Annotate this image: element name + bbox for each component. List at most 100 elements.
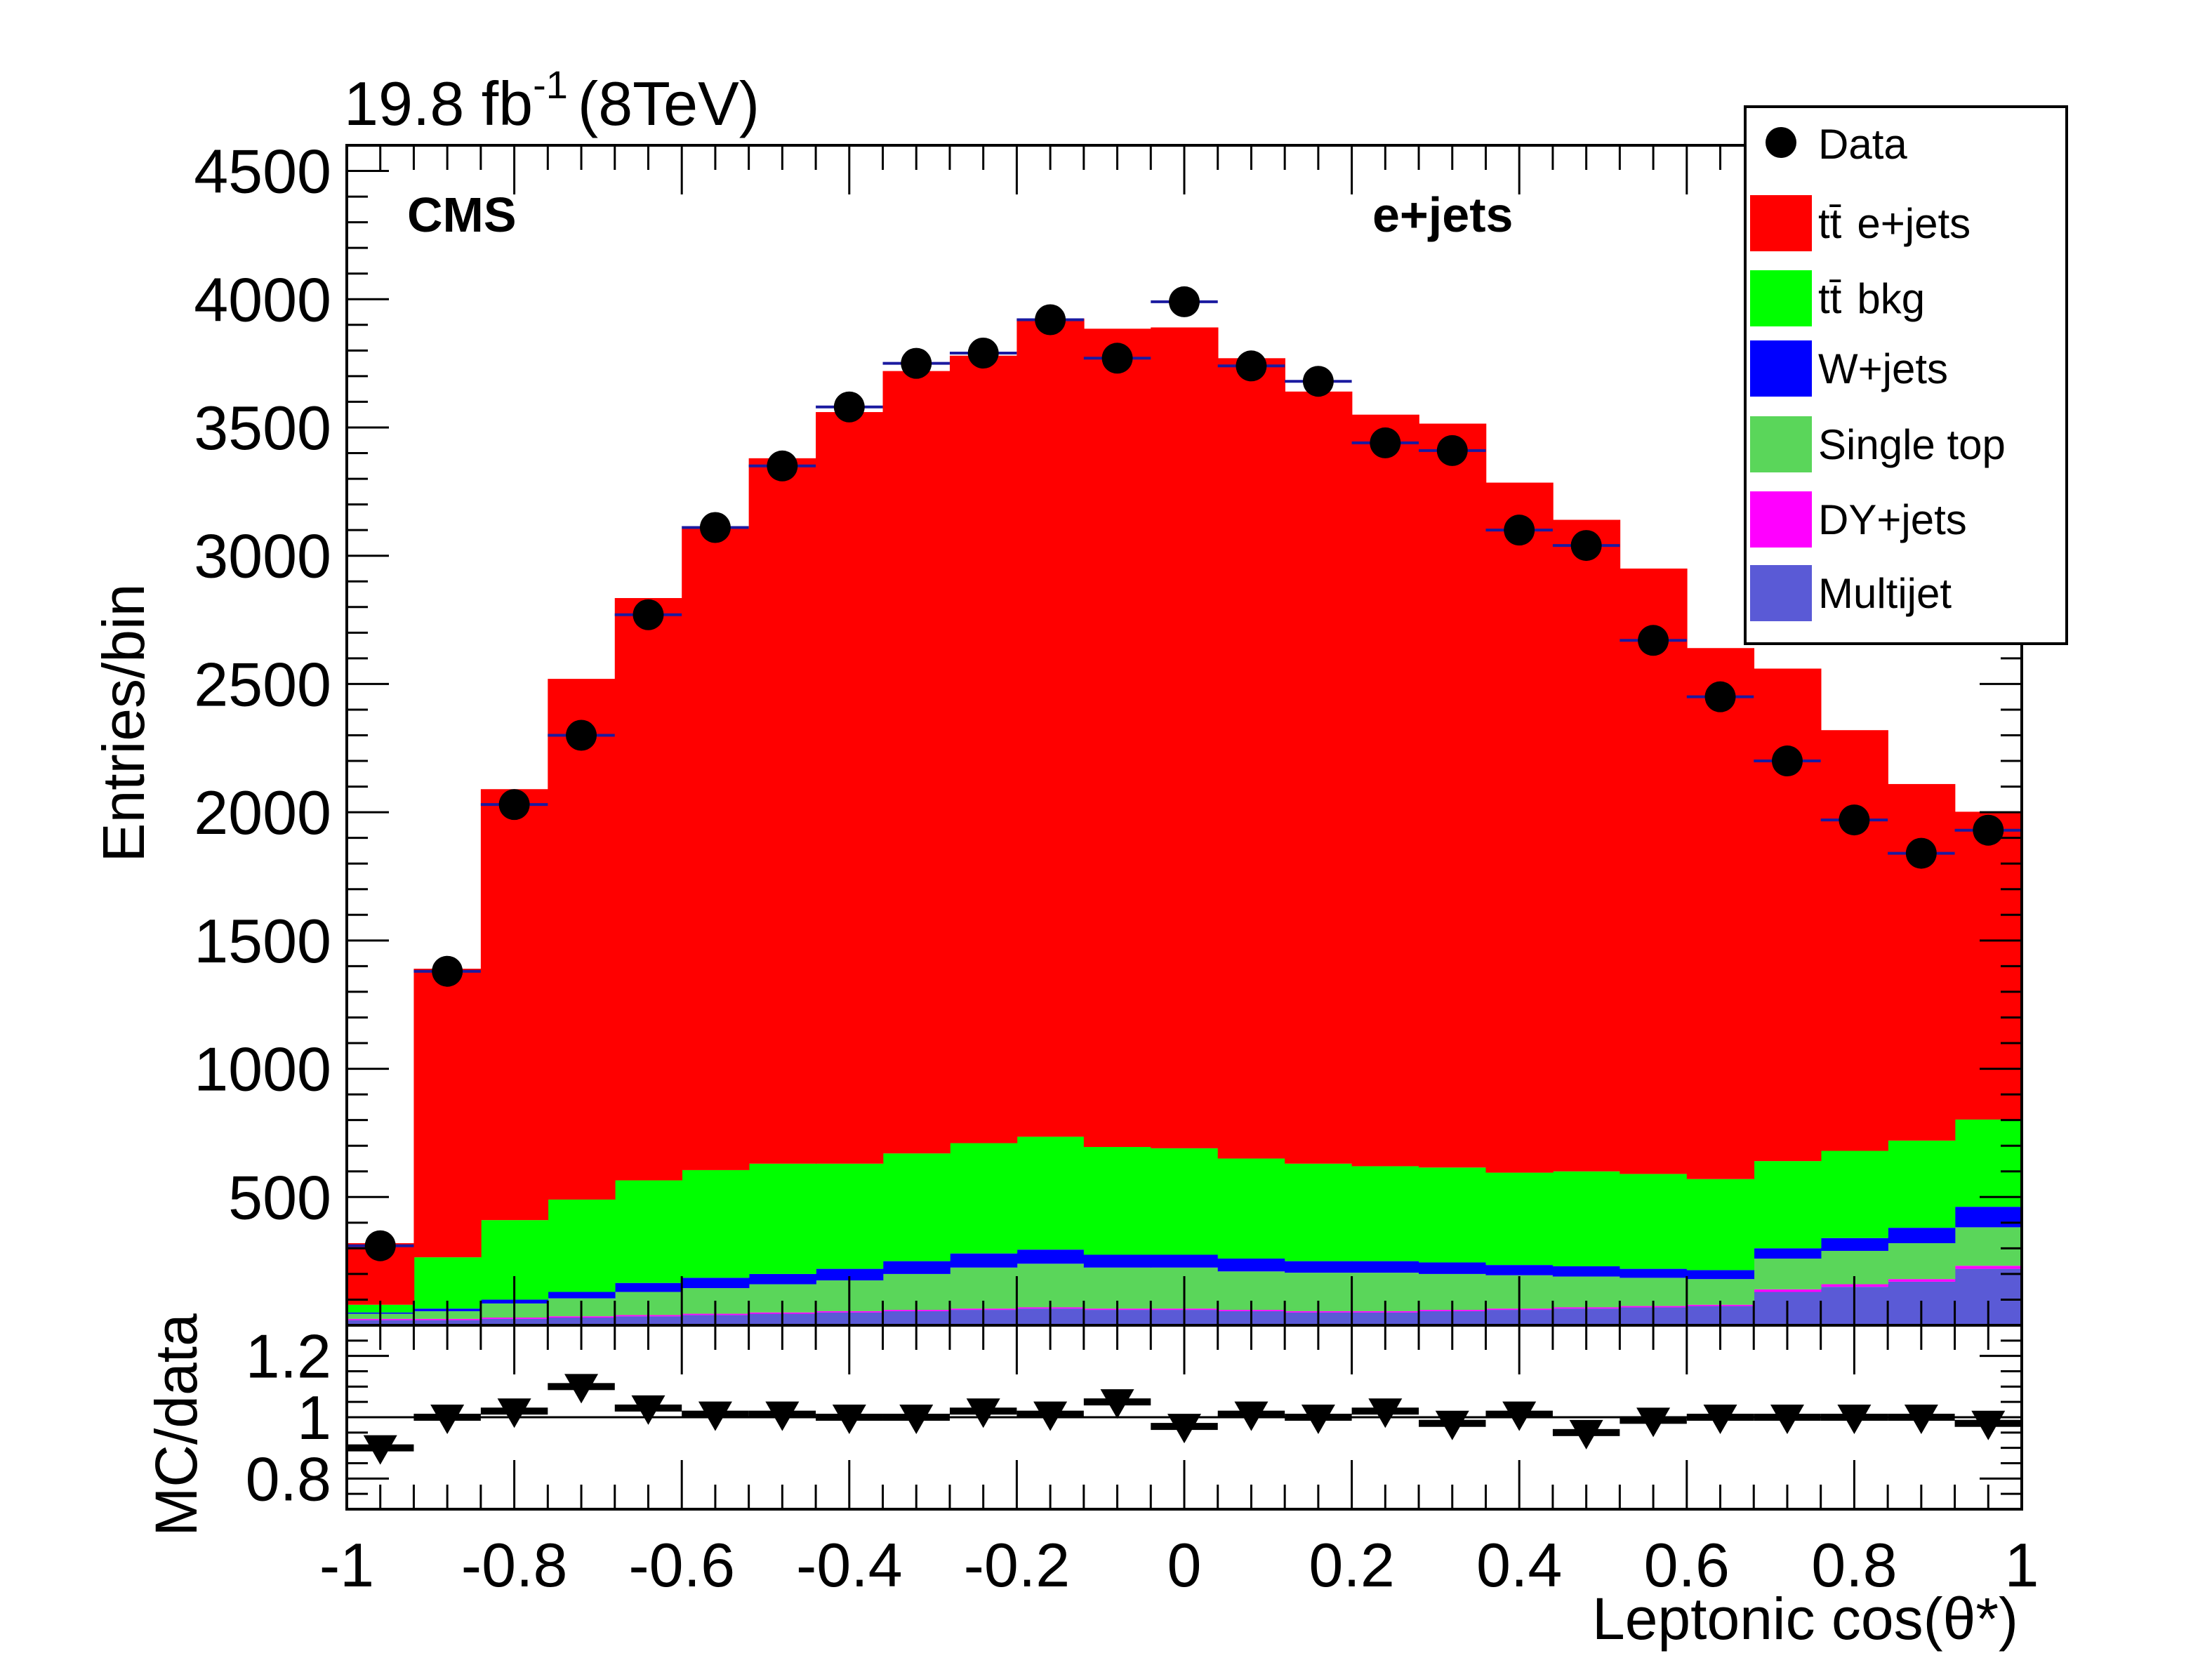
histogram-bar [480, 789, 549, 1221]
ratio-point [1971, 1410, 2006, 1440]
histogram-bar [1285, 1261, 1353, 1273]
series-ttbar-bkg [347, 1119, 2022, 1313]
histogram-bar [1016, 318, 1085, 1137]
histogram-bar [1351, 1166, 1419, 1261]
histogram-bar [1419, 1262, 1487, 1274]
ratio-point [497, 1398, 531, 1428]
ratio-point [1100, 1389, 1134, 1419]
data-point [699, 512, 731, 543]
legend-data-marker [1766, 127, 1796, 158]
histogram-bar [413, 1257, 482, 1309]
ratio-point [1167, 1414, 1201, 1444]
histogram-bar [1754, 1161, 1822, 1249]
histogram-bar [1888, 1140, 1956, 1228]
histogram-bar [1686, 1179, 1755, 1271]
legend-entry: Multijet [1750, 565, 1952, 621]
luminosity-label: 19.8 fb-1 (8TeV) [344, 62, 760, 138]
ratio-point [832, 1405, 866, 1434]
legend: Data tt̄ e+jets tt̄ bkg W+jets Single top DY+je… [1744, 105, 2068, 645]
legend-label: DY+jets [1818, 496, 1967, 543]
histogram-bar [1016, 1264, 1085, 1308]
legend-swatch [1750, 565, 1812, 621]
histogram-bar [1083, 1147, 1152, 1255]
data-point [1638, 625, 1669, 656]
x-tick-label: 0 [1167, 1530, 1202, 1600]
x-tick-label: 0.4 [1476, 1530, 1562, 1600]
data-point [1370, 427, 1401, 458]
histogram-bar [1552, 1266, 1621, 1277]
ratio-point [1904, 1405, 1938, 1434]
ratio-point [1502, 1401, 1537, 1431]
histogram-bar [748, 1163, 816, 1274]
histogram-bar [1820, 730, 1888, 1151]
data-point [1236, 350, 1267, 382]
histogram-bar [1954, 1207, 2022, 1228]
histogram-bar [1083, 329, 1152, 1148]
histogram-bar [1083, 1254, 1152, 1268]
histogram-bar [816, 1163, 884, 1269]
histogram-bar [1888, 1279, 1956, 1282]
y-tick-label: 2500 [194, 649, 331, 719]
histogram-bar [1151, 1254, 1219, 1268]
data-point [1504, 515, 1535, 546]
histogram-bar [1016, 1136, 1085, 1250]
histogram-bar [682, 1278, 750, 1289]
ratio-point [1301, 1405, 1335, 1434]
legend-label: W+jets [1818, 345, 1948, 392]
y-tick-label: 1500 [194, 906, 331, 976]
data-point [364, 1230, 396, 1261]
x-tick-label: -0.2 [964, 1530, 1071, 1600]
histogram-bar [1954, 1119, 2022, 1207]
histogram-bar [1285, 391, 1353, 1164]
data-point [1771, 745, 1803, 777]
histogram-bar [1620, 568, 1688, 1174]
legend-swatch [1750, 416, 1812, 472]
histogram-bar [1419, 423, 1487, 1168]
y-tick-label: 2000 [194, 778, 331, 847]
histogram-bar [1217, 1158, 1285, 1259]
experiment-label: CMS [407, 187, 517, 242]
ratio-point [1033, 1401, 1068, 1431]
data-point [1101, 343, 1133, 374]
legend-entry: tt̄ e+jets [1750, 195, 1971, 251]
histogram-bar [816, 412, 884, 1164]
histogram-bar [1686, 1279, 1755, 1305]
histogram-bar [949, 1253, 1018, 1268]
histogram-bar [1016, 1249, 1085, 1264]
data-point [1169, 286, 1200, 317]
ratio-y-tick-label: 1 [297, 1383, 331, 1452]
histogram-bar [1485, 1172, 1554, 1266]
data-point [1839, 804, 1870, 836]
legend-label: tt̄ bkg [1818, 275, 1925, 322]
histogram-bar [1485, 482, 1554, 1173]
data-point [1905, 837, 1937, 869]
x-axis-label: Leptonic cos(θ*) [1592, 1586, 2018, 1652]
data-point [498, 789, 530, 821]
x-tick-label: -0.4 [796, 1530, 903, 1600]
data-point [901, 347, 932, 379]
histogram-bar [1485, 1265, 1554, 1275]
histogram-bar [1151, 1148, 1219, 1255]
histogram-bar [1285, 1163, 1353, 1261]
ratio-point [564, 1374, 599, 1404]
ratio-panel: 0.811.2-1 -0.8 -0.6 -0.4 -0.2 0 0.2 0.4 0.6 0.8 1 [246, 1322, 2039, 1600]
data-point [633, 599, 664, 630]
histogram-bar [882, 1261, 951, 1274]
y-tick-label: 1000 [194, 1035, 331, 1104]
ratio-point [1837, 1405, 1872, 1434]
histogram-bar [1620, 1268, 1688, 1278]
histogram-bar [1552, 519, 1621, 1172]
histogram-bar [1888, 783, 1956, 1141]
histogram-bar [1686, 1270, 1755, 1280]
data-point [1704, 681, 1736, 712]
histogram-bar [748, 458, 816, 1164]
histogram-bar [1217, 358, 1285, 1159]
legend-entry: Single top [1750, 416, 2006, 472]
legend-label: Single top [1818, 421, 2006, 468]
histogram-bar [949, 355, 1018, 1143]
ratio-point [1435, 1410, 1469, 1440]
histogram-bar [548, 1292, 616, 1299]
histogram-bar [1419, 1167, 1487, 1263]
y-tick-label: 4000 [194, 265, 331, 334]
y-tick-label: 4500 [194, 137, 331, 206]
